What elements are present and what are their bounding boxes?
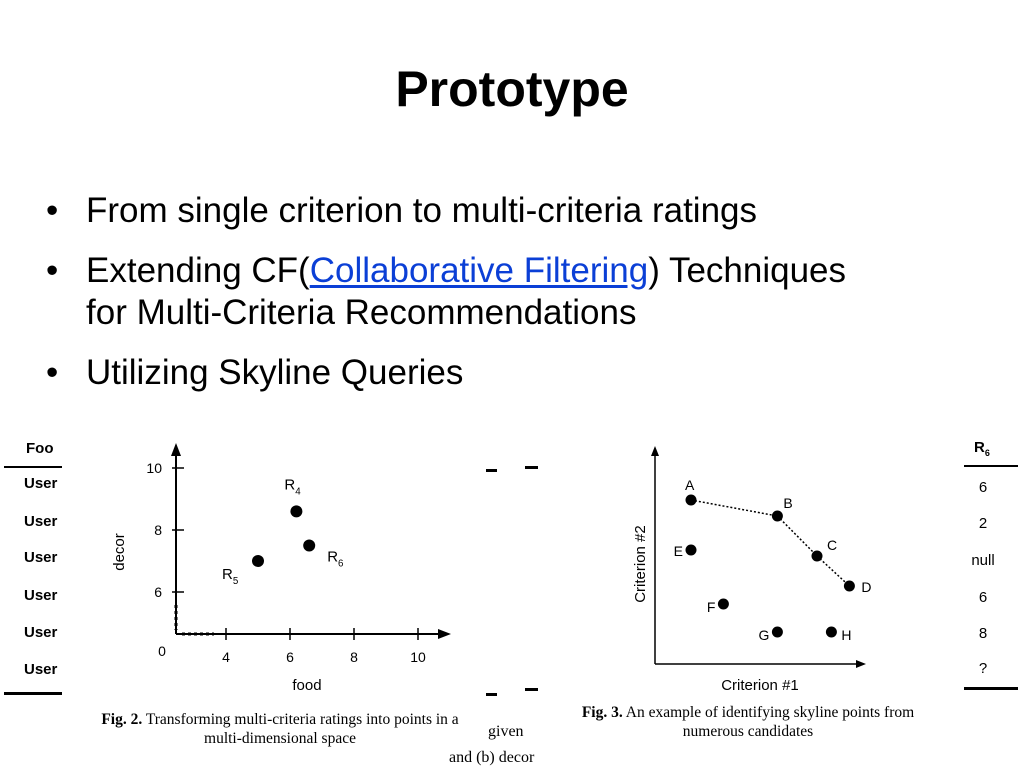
- right-table-cell: null: [971, 552, 995, 569]
- dash-mark: [486, 693, 497, 696]
- point-label-r6-sub: 6: [338, 559, 343, 570]
- collaborative-filtering-link[interactable]: Collaborative Filtering: [309, 250, 649, 290]
- bullet-list: • From single criterion to multi-criteri…: [46, 190, 846, 412]
- bullet-item: • Utilizing Skyline Queries: [46, 352, 846, 395]
- dash-mark: [525, 688, 538, 691]
- slide-title: Prototype: [395, 61, 629, 117]
- data-point-b: [771, 510, 783, 522]
- data-point-a: [685, 494, 697, 506]
- bullet-item: • Extending CF(Collaborative Filtering) …: [46, 250, 846, 335]
- y-axis-arrow: [171, 443, 181, 456]
- data-point-f: [717, 598, 729, 610]
- table-rule: [964, 465, 1018, 467]
- bullet-text: Utilizing Skyline Queries: [86, 353, 464, 393]
- x-axis-arrow: [856, 660, 866, 668]
- skyline-segment: [816, 555, 850, 587]
- point-label-e: E: [674, 543, 683, 559]
- left-table-cell: User: [24, 549, 58, 566]
- point-label-r5: R5: [222, 566, 239, 587]
- bullet-text: From single criterion to multi-criteria …: [86, 191, 758, 230]
- bullet-dot: •: [46, 191, 59, 230]
- point-label-h: H: [841, 627, 851, 643]
- x-tick-label: 6: [286, 649, 294, 665]
- bullet-dot: •: [46, 353, 59, 393]
- point-label-r4: R4: [284, 476, 301, 497]
- point-label-d: D: [861, 579, 871, 595]
- left-table-header: Foo: [26, 440, 54, 457]
- data-point-d: [843, 580, 855, 592]
- dash-mark: [525, 466, 538, 469]
- fig2-caption-line2: multi-dimensional space: [204, 730, 356, 748]
- data-point-e: [685, 544, 697, 556]
- right-table-cell: 8: [978, 625, 988, 642]
- x-tick-label: 8: [350, 649, 358, 665]
- right-table-header-sub: 6: [984, 448, 990, 458]
- x-axis-label: Criterion #1: [721, 677, 799, 694]
- data-point-g: [771, 626, 783, 638]
- point-label-a: A: [685, 477, 695, 493]
- point-label-b: B: [783, 495, 792, 511]
- data-point-r6: [303, 539, 316, 552]
- bullet-text-prefix: Extending CF(: [86, 250, 310, 290]
- left-table-cell: User: [24, 475, 58, 492]
- point-label-c: C: [827, 537, 837, 553]
- left-table-cell: User: [24, 587, 58, 604]
- right-table-header-base: R: [974, 439, 985, 456]
- fig3-caption-label: Fig. 3.: [581, 704, 623, 721]
- y-axis-label: Criterion #2: [632, 525, 649, 603]
- y-axis-label: decor: [111, 533, 128, 571]
- fig2-caption-line1: Transforming multi-criteria ratings into…: [145, 711, 459, 728]
- y-axis-arrow: [651, 446, 659, 456]
- origin-label: 0: [158, 643, 166, 659]
- point-label-r6-base: R: [327, 549, 338, 566]
- dash-mark: [486, 469, 497, 472]
- x-tick-label: 4: [222, 649, 230, 665]
- data-point-c: [811, 550, 823, 562]
- data-point-r5: [252, 555, 264, 567]
- skyline-segment: [776, 515, 818, 557]
- point-label-f: F: [707, 599, 716, 615]
- middle-caption-line1: given: [488, 723, 524, 740]
- bullet-dot: •: [46, 250, 59, 290]
- left-table-cell: User: [24, 624, 58, 641]
- middle-caption-line2: and (b) decor: [449, 749, 535, 766]
- x-axis-label: food: [292, 677, 321, 694]
- fig3-caption-line1: An example of identifying skyline points…: [625, 704, 915, 721]
- bullet-text-line2: for Multi-Criteria Recommendations: [86, 293, 637, 333]
- data-point-h: [825, 626, 837, 638]
- fig2-caption-label: Fig. 2.: [101, 711, 143, 728]
- point-label-r5-sub: 5: [233, 576, 239, 587]
- table-rule: [964, 687, 1018, 690]
- right-table-header: R6: [974, 439, 990, 458]
- data-point-r4: [290, 505, 303, 518]
- fig3-caption: Fig. 3. An example of identifying skylin…: [538, 703, 958, 742]
- point-label-r6: R6: [327, 549, 343, 570]
- fig2-caption: Fig. 2. Transforming multi-criteria rati…: [70, 710, 490, 749]
- table-rule: [4, 466, 62, 468]
- bullet-text-suffix: ) Techniques: [648, 250, 847, 290]
- x-tick-label: 10: [410, 649, 426, 665]
- left-table-cell: User: [24, 661, 58, 678]
- point-label-g: G: [759, 627, 770, 643]
- point-label-r4-base: R: [284, 476, 295, 493]
- table-rule: [4, 692, 62, 695]
- y-tick-label: 8: [154, 522, 162, 538]
- right-table-cell: 6: [978, 479, 988, 496]
- y-tick-label: 10: [146, 460, 162, 476]
- left-table-cell: User: [24, 513, 58, 530]
- fig3-caption-line2: numerous candidates: [682, 723, 814, 741]
- point-label-r4-sub: 4: [295, 486, 301, 497]
- skyline-segment: [690, 499, 778, 517]
- bullet-item: • From single criterion to multi-criteri…: [46, 190, 846, 233]
- point-label-r5-base: R: [222, 566, 233, 583]
- right-table-cell: 6: [978, 589, 988, 606]
- right-table-cell: 2: [978, 515, 988, 532]
- x-axis-arrow: [438, 629, 451, 639]
- right-table-cell: ?: [978, 660, 988, 677]
- y-tick-label: 6: [154, 584, 162, 600]
